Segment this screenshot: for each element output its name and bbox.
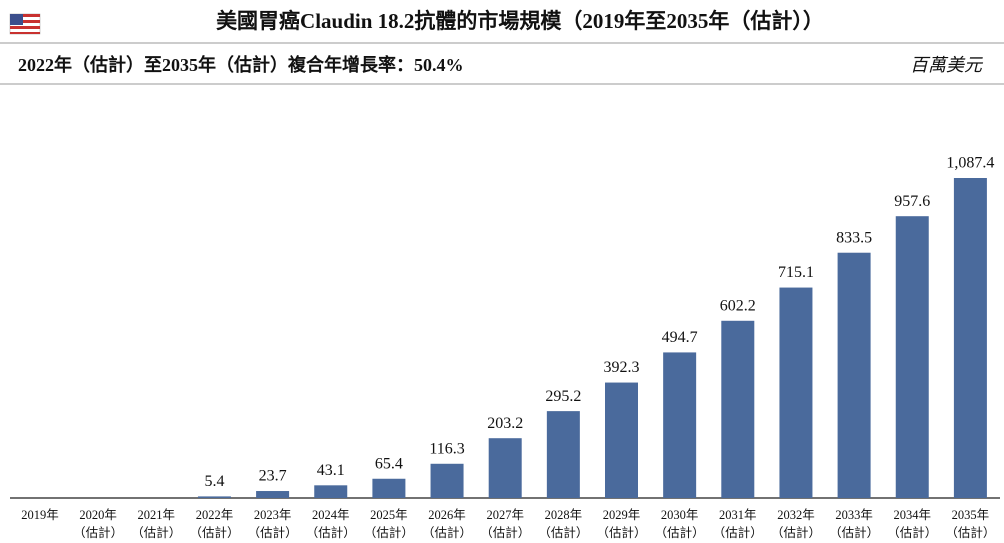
bar (546, 411, 580, 498)
x-tick-label: （估計） (713, 525, 763, 540)
x-tick-label: 2021年 (138, 508, 176, 522)
x-tick-label: 2024年 (312, 508, 350, 522)
x-tick-label: （估計） (945, 525, 995, 540)
data-label: 957.6 (894, 193, 930, 210)
data-label: 43.1 (317, 462, 345, 479)
bar (256, 491, 290, 498)
bar (721, 320, 755, 498)
bar (488, 438, 522, 498)
x-tick-label: （估計） (538, 525, 588, 540)
x-tick-label: 2022年 (196, 508, 234, 522)
x-tick-label: （估計） (422, 525, 472, 540)
x-tick-label: 2029年 (603, 508, 641, 522)
x-tick-label: （估計） (596, 525, 646, 540)
x-tick-label: 2025年 (370, 508, 408, 522)
x-tick-label: 2032年 (777, 508, 815, 522)
x-tick-label: 2027年 (486, 508, 524, 522)
subtitle: 2022年（估計）至2035年（估計）複合年增長率：50.4% (18, 54, 464, 75)
x-tick-label: （估計） (829, 525, 879, 540)
x-tick-label: 2031年 (719, 508, 757, 522)
bar (605, 382, 638, 498)
data-label: 23.7 (259, 468, 287, 485)
x-tick-label: （估計） (189, 525, 239, 540)
bar (663, 352, 697, 498)
chart-title: 美國胃癌Claudin 18.2抗體的市場規模（2019年至2035年（估計）） (216, 9, 824, 33)
x-tick-label: 2026年 (428, 508, 466, 522)
data-label: 295.2 (545, 388, 581, 405)
bar (372, 478, 406, 498)
x-tick-label: （估計） (131, 525, 181, 540)
data-label: 203.2 (487, 415, 523, 432)
x-tick-label: （估計） (887, 525, 937, 540)
x-tick-label: 2023年 (254, 508, 292, 522)
bar (197, 496, 231, 498)
x-tick-label: 2020年 (79, 508, 117, 522)
x-tick-label: （估計） (480, 525, 530, 540)
data-label: 602.2 (720, 297, 756, 314)
bar (430, 463, 464, 498)
bar (837, 252, 871, 498)
x-tick-label: （估計） (655, 525, 705, 540)
x-tick-label: 2035年 (952, 508, 990, 522)
data-label: 116.3 (429, 440, 464, 457)
x-tick-label: （估計） (248, 525, 298, 540)
bar (779, 287, 813, 498)
x-tick-label: （估計） (306, 525, 356, 540)
data-label: 392.3 (604, 359, 640, 376)
x-tick-label: （估計） (73, 525, 123, 540)
x-tick-label: 2034年 (893, 508, 931, 522)
x-tick-label: （估計） (771, 525, 821, 540)
data-label: 833.5 (836, 229, 872, 246)
flag-icon (9, 13, 41, 35)
x-tick-label: 2033年 (835, 508, 873, 522)
data-label: 715.1 (778, 264, 814, 281)
x-tick-label: 2030年 (661, 508, 699, 522)
bar (314, 485, 348, 498)
x-tick-label: （估計） (364, 525, 414, 540)
data-label: 65.4 (375, 455, 403, 472)
data-label: 5.4 (204, 473, 224, 490)
data-label: 494.7 (662, 329, 698, 346)
x-tick-label: 2019年 (21, 508, 59, 522)
x-tick-label: 2028年 (545, 508, 583, 522)
bar (895, 216, 929, 498)
unit-label: 百萬美元 (910, 55, 984, 75)
bar (953, 178, 987, 498)
data-label: 1,087.4 (946, 155, 994, 172)
